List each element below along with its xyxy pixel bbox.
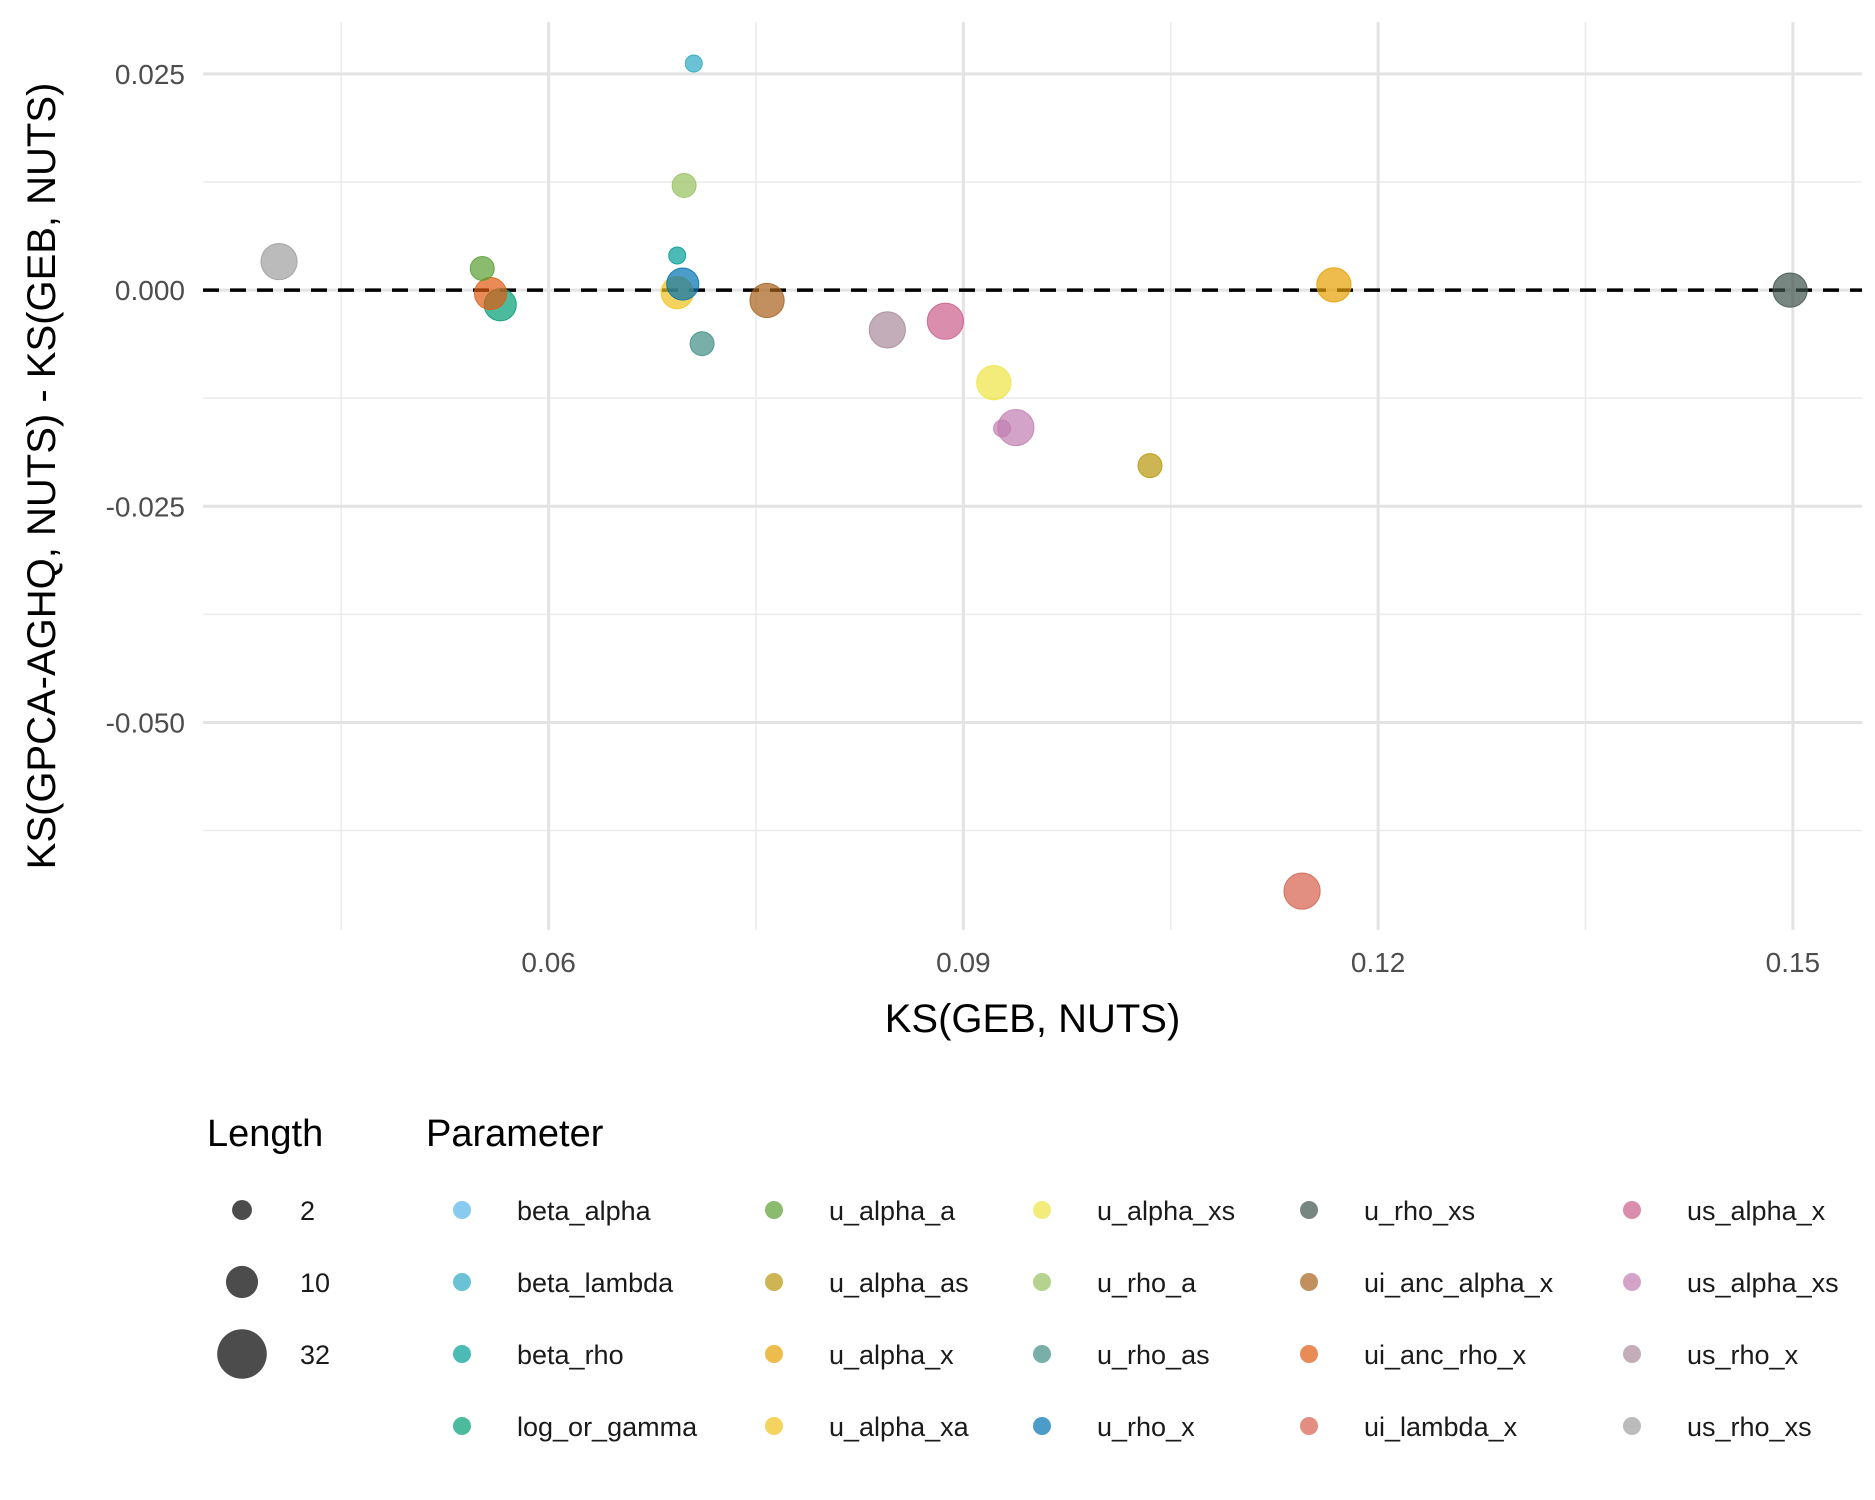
color-legend-key bbox=[1033, 1417, 1051, 1435]
color-legend-key bbox=[453, 1417, 471, 1435]
color-legend-key bbox=[1623, 1417, 1641, 1435]
point-us-alpha-xs bbox=[993, 419, 1012, 438]
x-tick-label: 0.09 bbox=[936, 947, 991, 978]
color-legend-key bbox=[1623, 1345, 1641, 1363]
color-legend: Parameter beta_alpha beta_lambda beta_rhol… bbox=[426, 1113, 1839, 1442]
x-tick-label: 0.15 bbox=[1766, 947, 1821, 978]
color-legend-key bbox=[765, 1345, 783, 1363]
x-tick-label: 0.12 bbox=[1351, 947, 1406, 978]
color-legend-label: u_rho_x bbox=[1097, 1412, 1195, 1442]
color-legend-key bbox=[1300, 1201, 1318, 1219]
point-us-alpha-x bbox=[926, 302, 964, 340]
color-legend-key bbox=[1033, 1201, 1051, 1219]
color-legend-key bbox=[453, 1345, 471, 1363]
color-legend-label: beta_lambda bbox=[517, 1268, 674, 1298]
point-ui-anc-alpha-x bbox=[749, 282, 785, 319]
y-tick-label: 0.025 bbox=[115, 59, 185, 90]
color-legend-label: ui_lambda_x bbox=[1364, 1412, 1518, 1442]
color-legend-label: u_rho_as bbox=[1097, 1340, 1210, 1370]
color-legend-key bbox=[1033, 1345, 1051, 1363]
y-tick-label: 0.000 bbox=[115, 275, 185, 306]
color-legend-label: us_rho_xs bbox=[1687, 1412, 1812, 1442]
point-us-rho-x bbox=[868, 311, 906, 349]
color-legend-label: u_alpha_xs bbox=[1097, 1196, 1235, 1226]
grid bbox=[203, 22, 1862, 930]
color-legend-key bbox=[765, 1417, 783, 1435]
color-legend-label: us_rho_x bbox=[1687, 1340, 1799, 1370]
point-u-rho-xs bbox=[1772, 272, 1808, 308]
color-legend-key bbox=[765, 1201, 783, 1219]
color-legend-key bbox=[1300, 1417, 1318, 1435]
size-legend: Length 2 10 32 bbox=[207, 1113, 330, 1379]
point-u-alpha-x bbox=[1316, 267, 1352, 303]
color-legend-label: us_alpha_xs bbox=[1687, 1268, 1839, 1298]
size-legend-key bbox=[225, 1265, 259, 1299]
color-legend-key bbox=[765, 1273, 783, 1291]
tick-labels: 0.06 0.09 0.12 0.15 0.025 0.000 -0.025 -0.050 bbox=[106, 59, 1821, 978]
point-u-rho-a bbox=[671, 172, 697, 198]
color-legend-key bbox=[1623, 1273, 1641, 1291]
color-legend-label: u_alpha_as bbox=[829, 1268, 969, 1298]
size-legend-title: Length bbox=[207, 1113, 323, 1155]
point-us-rho-xs bbox=[260, 242, 298, 281]
size-legend-label: 10 bbox=[300, 1268, 330, 1298]
point-u-alpha-xs bbox=[976, 364, 1012, 401]
point-ui-lambda-x bbox=[1283, 872, 1321, 910]
point-ui-anc-rho-x bbox=[473, 276, 508, 311]
point-u-alpha-a bbox=[469, 255, 495, 281]
point-u-rho-as bbox=[689, 331, 715, 357]
point-u-rho-x bbox=[666, 267, 700, 301]
x-axis-title: KS(GEB, NUTS) bbox=[885, 997, 1181, 1041]
color-legend-key bbox=[1300, 1273, 1318, 1291]
color-legend-label: ui_anc_rho_x bbox=[1364, 1340, 1527, 1370]
size-legend-key bbox=[217, 1329, 267, 1379]
size-legend-label: 32 bbox=[300, 1340, 330, 1370]
color-legend-label: u_rho_a bbox=[1097, 1268, 1197, 1298]
x-tick-label: 0.06 bbox=[521, 947, 576, 978]
y-tick-label: -0.025 bbox=[106, 491, 185, 522]
point-beta-rho bbox=[668, 246, 687, 265]
size-legend-key bbox=[232, 1200, 252, 1220]
color-legend-label: u_alpha_x bbox=[829, 1340, 954, 1370]
color-legend-key bbox=[1033, 1273, 1051, 1291]
point-u-alpha-as bbox=[1137, 453, 1163, 479]
points bbox=[260, 54, 1808, 910]
color-legend-label: u_rho_xs bbox=[1364, 1196, 1475, 1226]
y-axis-title: KS(GPCA-AGHQ, NUTS) - KS(GEB, NUTS) bbox=[20, 83, 64, 870]
color-legend-label: u_alpha_xa bbox=[829, 1412, 970, 1442]
color-legend-label: beta_rho bbox=[517, 1340, 624, 1370]
color-legend-key bbox=[453, 1273, 471, 1291]
color-legend-key bbox=[453, 1201, 471, 1219]
color-legend-label: beta_alpha bbox=[517, 1196, 652, 1226]
color-legend-label: log_or_gamma bbox=[517, 1412, 698, 1442]
y-tick-label: -0.050 bbox=[106, 707, 185, 738]
color-legend-key bbox=[1623, 1201, 1641, 1219]
color-legend-title: Parameter bbox=[426, 1113, 604, 1155]
color-legend-key bbox=[1300, 1345, 1318, 1363]
color-legend-label: u_alpha_a bbox=[829, 1196, 956, 1226]
size-legend-label: 2 bbox=[300, 1196, 315, 1226]
color-legend-label: us_alpha_x bbox=[1687, 1196, 1826, 1226]
color-legend-label: ui_anc_alpha_x bbox=[1364, 1268, 1554, 1298]
point-beta-lambda bbox=[684, 54, 703, 73]
